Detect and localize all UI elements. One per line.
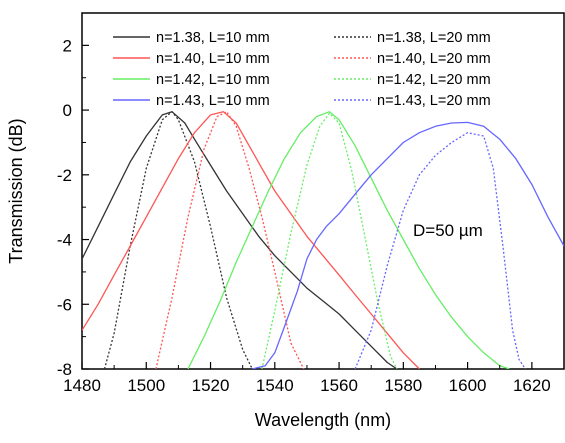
y-axis-label: Transmission (dB) xyxy=(6,118,26,263)
ticks-layer: 1480 1500 1520 1540 1560 1580 1600 1620 2 0 -2 -4 -6… xyxy=(57,36,551,395)
y-tick-label: -4 xyxy=(57,231,72,250)
legend-label-n-1-40-l-20-mm: n=1.40, L=20 mm xyxy=(377,51,491,67)
x-tick-label: 1560 xyxy=(320,376,358,395)
annotation-text: D=50 µm xyxy=(413,221,483,240)
x-tick-label: 1540 xyxy=(256,376,294,395)
y-tick-label: 0 xyxy=(63,101,72,120)
legend-label-n-1-38-l-10-mm: n=1.38, L=10 mm xyxy=(156,30,270,46)
y-tick-label: -6 xyxy=(57,295,72,314)
x-tick-label: 1500 xyxy=(127,376,165,395)
legend-label-n-1-40-l-10-mm: n=1.40, L=10 mm xyxy=(156,51,270,67)
series-line-n-1-38-l-10-mm xyxy=(82,111,398,369)
x-tick-label: 1600 xyxy=(449,376,487,395)
x-tick-label: 1580 xyxy=(384,376,422,395)
series-line-n-1-40-l-20-mm xyxy=(155,111,305,369)
y-tick-label: -2 xyxy=(57,166,72,185)
series-layer xyxy=(82,111,564,369)
series-line-n-1-43-l-10-mm xyxy=(252,121,564,369)
series-line-n-1-40-l-10-mm xyxy=(82,111,420,369)
series-line-n-1-38-l-20-mm xyxy=(103,111,253,369)
x-tick-label: 1520 xyxy=(192,376,230,395)
x-axis-label: Wavelength (nm) xyxy=(255,410,391,430)
legend-label-n-1-42-l-20-mm: n=1.42, L=20 mm xyxy=(377,72,491,88)
plot-area xyxy=(81,12,565,370)
series-line-n-1-43-l-20-mm xyxy=(354,132,526,369)
y-tick-label: -8 xyxy=(57,360,72,379)
legend-label-n-1-43-l-10-mm: n=1.43, L=10 mm xyxy=(156,93,270,109)
series-line-n-1-42-l-20-mm xyxy=(261,112,398,369)
series-line-n-1-42-l-10-mm xyxy=(187,111,510,369)
y-tick-label: 2 xyxy=(63,36,72,55)
x-tick-label: 1480 xyxy=(63,376,101,395)
x-tick-label: 1620 xyxy=(513,376,551,395)
legend: n=1.38, L=10 mm n=1.40, L=10 mm n=1.42, L=… xyxy=(113,30,491,109)
legend-label-n-1-38-l-20-mm: n=1.38, L=20 mm xyxy=(377,30,491,46)
legend-label-n-1-43-l-20-mm: n=1.43, L=20 mm xyxy=(377,93,491,109)
legend-label-n-1-42-l-10-mm: n=1.42, L=10 mm xyxy=(156,72,270,88)
